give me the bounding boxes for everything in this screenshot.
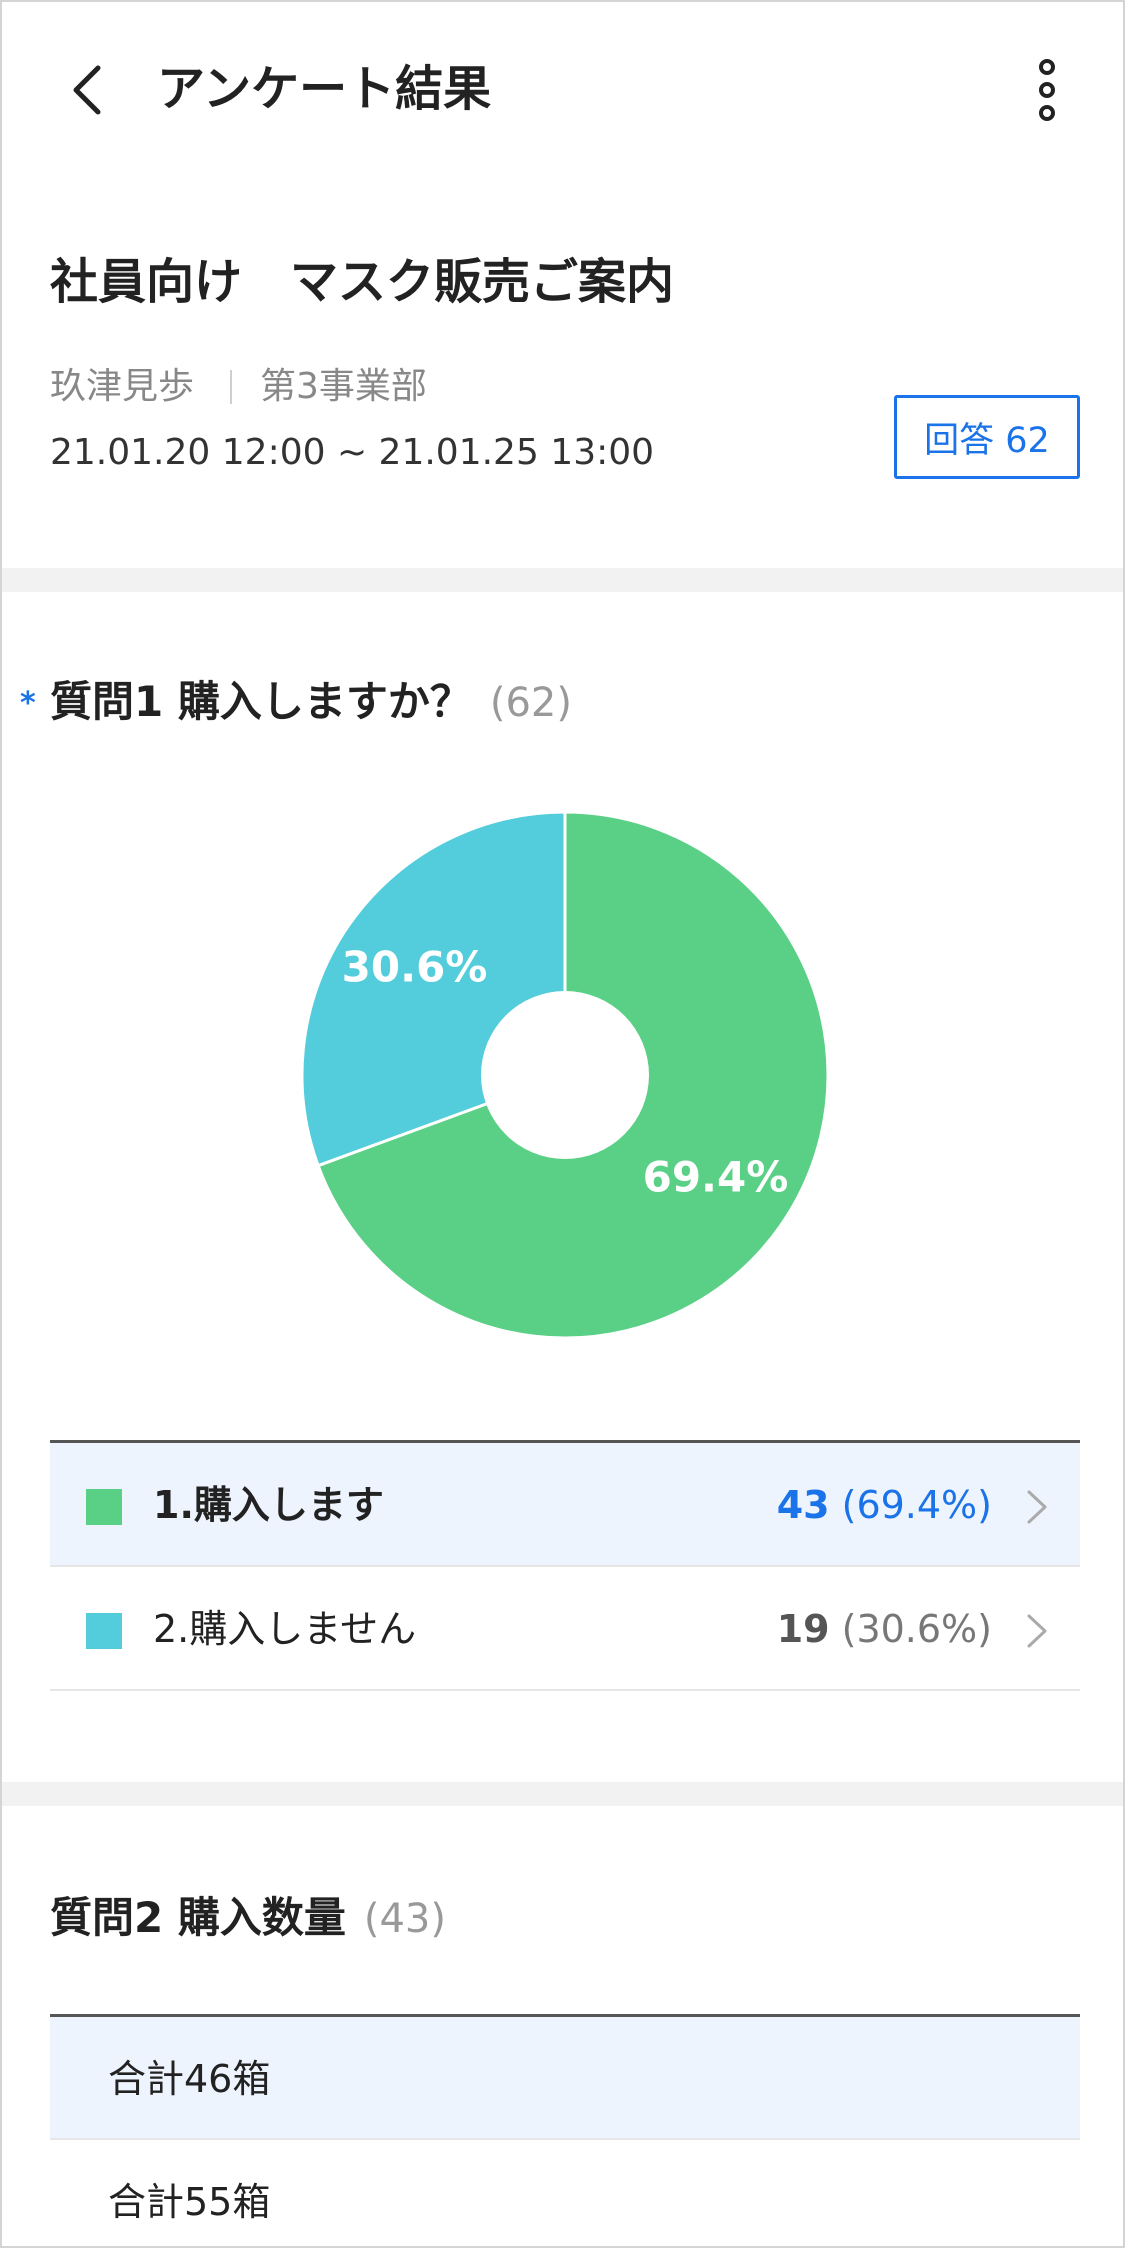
option-color-swatch (86, 1489, 122, 1525)
option-count: 43 (776, 1483, 830, 1527)
question2-list: 合計46箱 合計55箱 (50, 2014, 1080, 2246)
option-count: 19 (776, 1607, 830, 1651)
question2-row-label: 合計55箱 (108, 2180, 271, 2224)
section-divider (2, 1782, 1123, 1806)
option-row-2[interactable]: 2.購入しません 19 (30.6%) (50, 1567, 1080, 1691)
chevron-left-icon (73, 65, 101, 115)
question1-header: 質問1 購入しますか？ (62) (50, 674, 572, 730)
question1-title: 質問1 購入しますか？ (50, 677, 472, 726)
more-vertical-icon (1039, 59, 1055, 121)
question2-row-label: 合計46箱 (108, 2057, 271, 2101)
app-header: アンケート結果 (2, 2, 1123, 177)
question2-title: 質問2 購入数量 (50, 1893, 346, 1942)
back-button[interactable] (60, 60, 120, 120)
donut-chart: 69.4% 30.6% (300, 810, 830, 1340)
survey-title: 社員向け マスク販売ご案内 (50, 254, 675, 310)
option-label: 1.購入します (153, 1483, 384, 1527)
answer-count-button[interactable]: 回答 62 (894, 395, 1080, 479)
survey-meta: 玖津見歩 第3事業部 (50, 364, 427, 410)
required-mark: * (20, 686, 36, 721)
donut-hole (481, 991, 649, 1159)
question2-row-2[interactable]: 合計55箱 (50, 2140, 1080, 2246)
option-percent: (69.4%) (841, 1483, 992, 1527)
survey-author: 玖津見歩 (50, 366, 195, 407)
option-percent: (30.6%) (841, 1607, 992, 1651)
option-value: 43 (69.4%) (777, 1481, 992, 1529)
option-label: 2.購入しません (153, 1607, 417, 1651)
chevron-right-icon (1027, 1490, 1047, 1524)
section-divider (2, 568, 1123, 592)
question1-count: (62) (489, 680, 572, 726)
pie-data-label-1: 69.4% (643, 1153, 789, 1202)
option-row-1[interactable]: 1.購入します 43 (69.4%) (50, 1443, 1080, 1567)
more-menu-button[interactable] (1022, 57, 1072, 127)
chevron-right-icon (1027, 1614, 1047, 1648)
question1-option-list: 1.購入します 43 (69.4%) 2.購入しません 19 (30.6%) (50, 1440, 1080, 1691)
meta-divider (230, 370, 233, 404)
option-value: 19 (30.6%) (777, 1605, 992, 1653)
survey-period: 21.01.20 12:00 ~ 21.01.25 13:00 (50, 432, 655, 473)
option-color-swatch (86, 1613, 122, 1649)
survey-department: 第3事業部 (260, 366, 427, 407)
question2-count: (43) (363, 1896, 446, 1942)
pie-data-label-2: 30.6% (342, 942, 488, 991)
page-title: アンケート結果 (157, 61, 492, 117)
question2-header: 質問2 購入数量 (43) (50, 1890, 446, 1946)
question2-row-1[interactable]: 合計46箱 (50, 2017, 1080, 2140)
